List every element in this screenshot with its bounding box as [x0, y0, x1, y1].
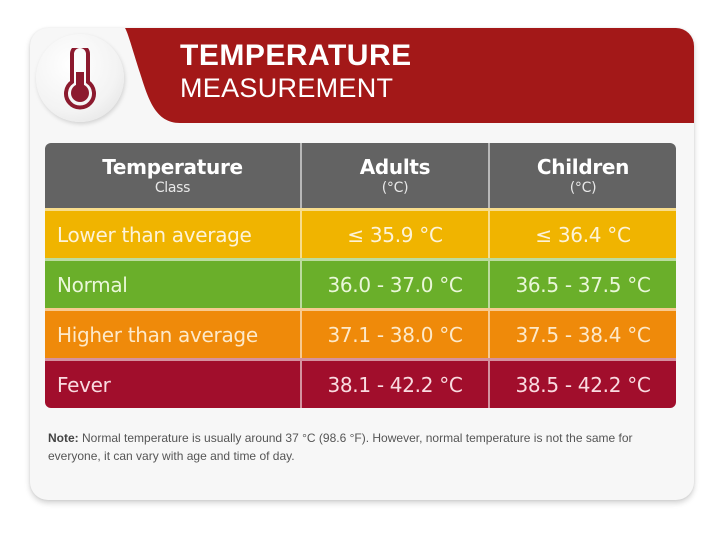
- note-text: Normal temperature is usually around 37 …: [48, 431, 633, 463]
- thermometer-icon: [64, 48, 96, 110]
- adults-cell: 38.1 - 42.2 °C: [300, 361, 488, 408]
- children-cell: ≤ 36.4 °C: [488, 211, 676, 258]
- column-header-label: Adults: [359, 154, 431, 179]
- adults-cell: 36.0 - 37.0 °C: [300, 261, 488, 308]
- children-cell: 37.5 - 38.4 °C: [488, 311, 676, 358]
- column-header-children: Children (°C): [488, 143, 676, 208]
- children-cell: 36.5 - 37.5 °C: [488, 261, 676, 308]
- column-header-sublabel: (°C): [381, 179, 409, 196]
- title-line-1: TEMPERATURE: [180, 39, 412, 72]
- page-title: TEMPERATURE MEASUREMENT: [180, 40, 412, 104]
- note-label: Note:: [48, 431, 79, 445]
- temperature-table: Temperature Class Adults (°C) Children (…: [45, 143, 676, 408]
- class-cell: Lower than average: [57, 222, 252, 247]
- children-cell: 38.5 - 42.2 °C: [488, 361, 676, 408]
- class-cell: Higher than average: [57, 322, 258, 347]
- table-row-lower-than-average: Lower than average ≤ 35.9 °C ≤ 36.4 °C: [45, 208, 676, 258]
- column-header-label: Temperature: [102, 154, 243, 179]
- footnote: Note: Normal temperature is usually arou…: [48, 429, 678, 465]
- banner-shape: [125, 28, 694, 123]
- title-line-2: MEASUREMENT: [180, 73, 394, 103]
- class-cell: Fever: [57, 372, 111, 397]
- column-header-sublabel: Class: [154, 179, 191, 196]
- column-header-label: Children: [536, 154, 630, 179]
- column-header-adults: Adults (°C): [300, 143, 488, 208]
- table-row-fever: Fever 38.1 - 42.2 °C 38.5 - 42.2 °C: [45, 358, 676, 408]
- column-header-sublabel: (°C): [569, 179, 597, 196]
- class-cell: Normal: [57, 272, 128, 297]
- table-row-higher-than-average: Higher than average 37.1 - 38.0 °C 37.5 …: [45, 308, 676, 358]
- column-header-class: Temperature Class: [45, 143, 300, 208]
- table-header-row: Temperature Class Adults (°C) Children (…: [45, 143, 676, 208]
- header-banner: [30, 28, 694, 123]
- table-row-normal: Normal 36.0 - 37.0 °C 36.5 - 37.5 °C: [45, 258, 676, 308]
- adults-cell: 37.1 - 38.0 °C: [300, 311, 488, 358]
- adults-cell: ≤ 35.9 °C: [300, 211, 488, 258]
